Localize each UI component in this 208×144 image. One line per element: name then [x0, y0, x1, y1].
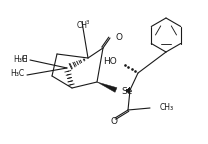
Text: H₃C: H₃C [10, 70, 24, 78]
Text: H: H [21, 54, 27, 64]
Text: O: O [110, 118, 118, 126]
Text: H₃C: H₃C [13, 54, 27, 64]
Text: O: O [115, 34, 122, 42]
Text: CH₃: CH₃ [160, 104, 174, 112]
Text: CH: CH [77, 21, 88, 31]
Text: 3: 3 [86, 20, 89, 25]
Text: HO: HO [103, 57, 117, 67]
Polygon shape [97, 82, 117, 92]
Text: Se: Se [121, 88, 132, 96]
